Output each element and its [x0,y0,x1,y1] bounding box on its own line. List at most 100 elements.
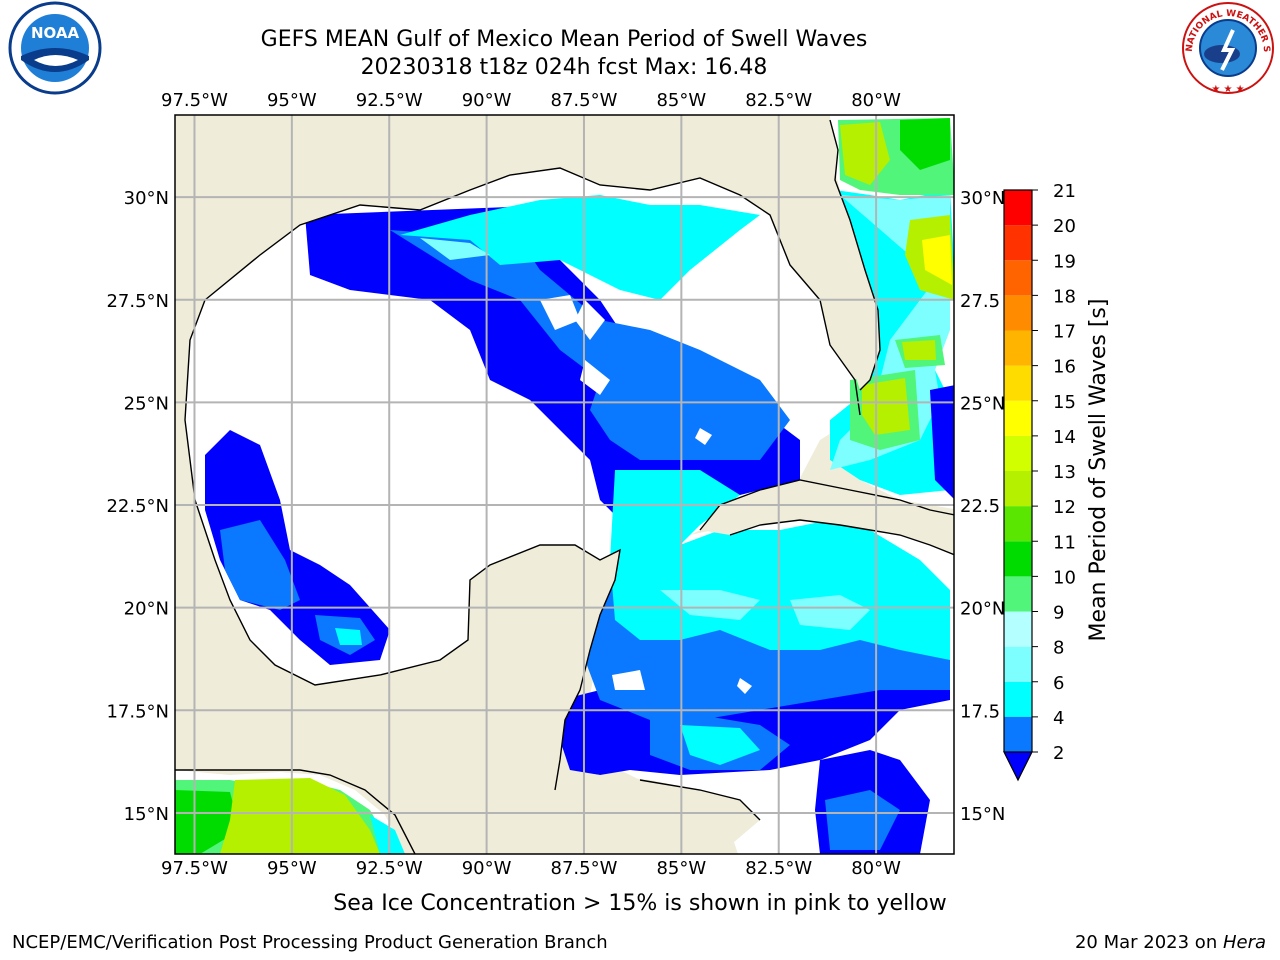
colorbar-swatch [1004,681,1032,717]
colorbar-swatch [1004,611,1032,647]
longitude-label-top: 90°W [462,90,512,111]
latitude-label-left: 17.5°N [106,701,169,722]
latitude-label-right: 22.5 [960,496,1000,517]
colorbar-swatch [1004,716,1032,752]
date-text: 20 Mar 2023 on [1074,932,1223,953]
swell-period-shading [175,118,954,854]
longitude-label-top: 85°W [656,90,706,111]
no-data-patch [612,670,645,690]
swell-contour-c12_13 [840,122,890,185]
coastline-segment [729,519,954,556]
swell-contour-c4_6 [370,815,405,854]
colorbar-swatch [1004,541,1032,577]
longitude-label-bottom: 95°W [267,858,317,879]
swell-contour-c2_4 [220,520,300,610]
machine-name: Hera [1222,932,1266,953]
colorbar-swatch [1004,365,1032,401]
map-title: GEFS MEAN Gulf of Mexico Mean Period of … [260,27,868,52]
coastline-segment [184,299,206,501]
date-line: 20 Mar 2023 on Hera [1075,932,1266,953]
colorbar-tick-label: 21 [1053,181,1076,202]
longitude-labels-top: 97.5°W 95°W 92.5°W 90°W 87.5°W 85°W 82.5°W 80°W [161,90,901,111]
latitude-label-right: 27.5 [960,291,1000,312]
swell-contour-c14_15 [922,235,952,285]
latitude-label-left: 20°N [124,599,169,620]
map-frame [174,114,955,855]
swell-contour-c10_11 [175,790,240,854]
swell-contour-lt2 [205,430,390,665]
colorbar-extend-triangle [1003,751,1033,782]
longitude-labels-bottom: 97.5°W 95°W 92.5°W 90°W 87.5°W 85°W 82.5°W 80°W [161,858,901,879]
no-data-patch [580,360,610,395]
longitude-label-top: 87.5°W [551,90,618,111]
longitude-label-bottom: 90°W [462,858,512,879]
latitude-label-left: 27.5°N [106,291,169,312]
colorbar-tick-label: 6 [1053,673,1064,694]
swell-contour-c6_8 [420,238,490,260]
map-subtitle: 20230318 t18z 024h fcst Max: 16.48 [360,55,768,80]
latitude-label-left: 22.5°N [106,496,169,517]
colorbar-tick-label: 12 [1053,497,1076,518]
longitude-label-bottom: 92.5°W [356,858,423,879]
coastline-segment [699,479,954,531]
colorbar-tick-label: 13 [1053,462,1076,483]
noaa-wordmark: NOAA [31,24,80,42]
longitude-label-top: 80°W [851,90,901,111]
longitude-label-bottom: 87.5°W [551,858,618,879]
colorbar-tick-label: 17 [1053,322,1076,343]
yucatan-peninsula [470,545,620,790]
graticule [175,115,954,854]
colorbar-swatch [1004,435,1032,471]
latitude-labels-left: 30°N 27.5°N 25°N 22.5°N 20°N 17.5°N 15°N [106,188,169,825]
colorbar-label: Mean Period of Swell Waves [s] [1086,299,1111,642]
swell-contour-c2_4 [825,790,900,850]
swell-contour-c12_13 [862,378,910,435]
colorbar-swatch [1004,295,1032,331]
no-data-patch [760,335,790,360]
gulf-water [185,168,860,685]
latitude-label-left: 25°N [124,393,169,414]
longitude-label-top: 82.5°W [745,90,812,111]
coastline-segment [829,119,881,391]
central-america [175,760,760,854]
nws-logo: NATIONAL WEATHER SERVICE ★ ★ ★ [1178,0,1274,95]
longitude-label-bottom: 85°W [656,858,706,879]
colorbar-swatch [1004,506,1032,542]
swell-contour-c12_13 [902,340,936,360]
no-data-patch [575,300,605,340]
colorbar-tick-label: 2 [1053,743,1064,764]
colorbar-swatch [1004,225,1032,261]
longitude-label-top: 97.5°W [161,90,228,111]
swell-contour-c10_11 [900,118,950,170]
longitude-label-bottom: 82.5°W [745,858,812,879]
no-data-patch [737,678,752,694]
colorbar-tick-label: 4 [1053,708,1064,729]
colorbar-tick-label: 9 [1053,603,1064,624]
colorbar-swatch [1004,260,1032,296]
colorbar-swatch [1004,576,1032,612]
latitude-label-right: 20°N [960,599,1005,620]
colorbar: 2 4 6 8 9 10 11 12 13 14 15 16 17 18 19 20 21 [1003,181,1076,782]
swell-contour-c4_6 [400,195,760,300]
colorbar-swatch [1004,400,1032,436]
florida-peninsula [760,115,880,390]
latitude-label-left: 30°N [124,188,169,209]
map-plot-area [175,115,954,854]
colorbar-tick-label: 20 [1053,216,1076,237]
latitude-label-left: 15°N [124,804,169,825]
colorbar-swatch [1004,646,1032,682]
svg-text:★ ★ ★: ★ ★ ★ [1211,84,1244,95]
colorbar-tick-label: 14 [1053,427,1076,448]
colorbar-tick-label: 19 [1053,251,1076,272]
coastline-segment [175,769,416,854]
swell-contour-lt2 [930,385,954,499]
swell-contour-c6_8 [660,590,760,620]
no-data-patch [540,295,580,330]
longitude-label-bottom: 80°W [851,858,901,879]
colorbar-tick-label: 18 [1053,286,1076,307]
coastline-segment [204,167,861,416]
latitude-labels-right: 30°N 27.5 25°N 22.5 20°N 17.5 15°N [960,188,1005,825]
longitude-label-top: 92.5°W [356,90,423,111]
swell-contour-c6_8 [790,595,870,630]
